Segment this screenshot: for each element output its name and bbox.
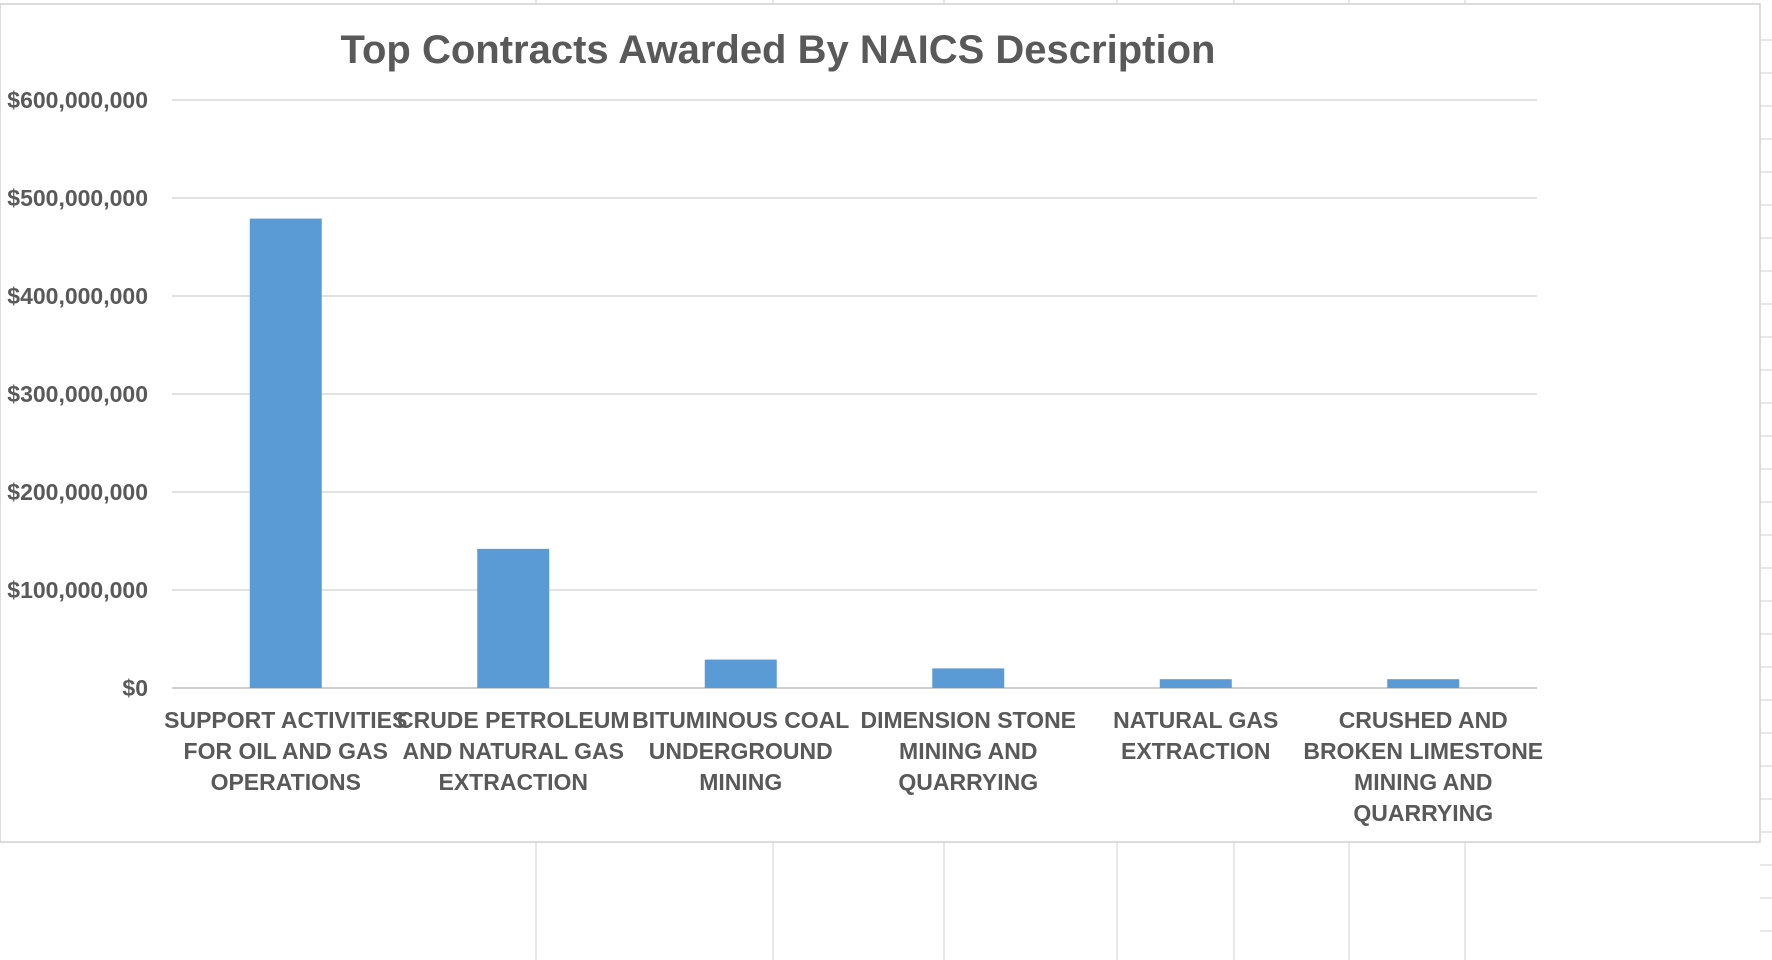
y-gridlines [172, 99, 1537, 689]
x-tick-label: SUPPORT ACTIVITIES FOR OIL AND GAS OPERATI… [164, 707, 407, 795]
bar [1387, 679, 1460, 688]
bar [1159, 679, 1232, 688]
x-tick-label: DIMENSION STONE MINING AND QUARRYING [860, 707, 1076, 795]
x-tick-label-line: QUARRYING [898, 769, 1038, 795]
x-tick-label-line: CRUSHED AND [1339, 707, 1508, 733]
x-tick-label-line: UNDERGROUND [649, 738, 833, 764]
y-tick-label: $400,000,000 [7, 283, 148, 309]
y-tick-label: $0 [122, 675, 148, 701]
x-tick-label-line: QUARRYING [1353, 800, 1493, 826]
x-tick-label-line: MINING AND [1354, 769, 1492, 795]
x-tick-label: BITUMINOUS COAL UNDERGROUND MINING [632, 707, 849, 795]
x-axis-ticks: SUPPORT ACTIVITIES FOR OIL AND GAS OPERATI… [164, 707, 1543, 826]
y-tick-label: $300,000,000 [7, 381, 148, 407]
bar [477, 548, 550, 688]
bar [249, 218, 322, 688]
y-tick-label: $100,000,000 [7, 577, 148, 603]
x-tick-label-line: BITUMINOUS COAL [632, 707, 849, 733]
bar [932, 668, 1005, 688]
bar [704, 659, 777, 688]
x-tick-label-line: MINING [699, 769, 782, 795]
x-tick-label: NATURAL GAS EXTRACTION [1113, 707, 1278, 764]
y-tick-label: $500,000,000 [7, 185, 148, 211]
chart-title: Top Contracts Awarded By NAICS Descripti… [341, 28, 1216, 72]
x-tick-label-line: DIMENSION STONE [860, 707, 1076, 733]
x-tick-label-line: FOR OIL AND GAS [184, 738, 388, 764]
x-tick-label-line: NATURAL GAS [1113, 707, 1278, 733]
x-tick-label-line: BROKEN LIMESTONE [1303, 738, 1543, 764]
x-tick-label-line: EXTRACTION [439, 769, 589, 795]
y-tick-label: $200,000,000 [7, 479, 148, 505]
y-tick-label: $600,000,000 [7, 87, 148, 113]
x-tick-label-line: CRUDE PETROLEUM [397, 707, 630, 733]
bars [249, 218, 1460, 688]
x-tick-label: CRUDE PETROLEUM AND NATURAL GAS EXTRACTION [397, 707, 630, 795]
x-tick-label-line: EXTRACTION [1121, 738, 1271, 764]
x-tick-label-line: AND NATURAL GAS [403, 738, 624, 764]
x-tick-label-line: SUPPORT ACTIVITIES [164, 707, 407, 733]
x-tick-label-line: OPERATIONS [211, 769, 361, 795]
x-tick-label: CRUSHED AND BROKEN LIMESTONE MINING AND QUA… [1303, 707, 1543, 826]
x-tick-label-line: MINING AND [899, 738, 1037, 764]
y-axis-ticks: $0 $100,000,000 $200,000,000 $300,000,000 $4… [7, 87, 148, 701]
